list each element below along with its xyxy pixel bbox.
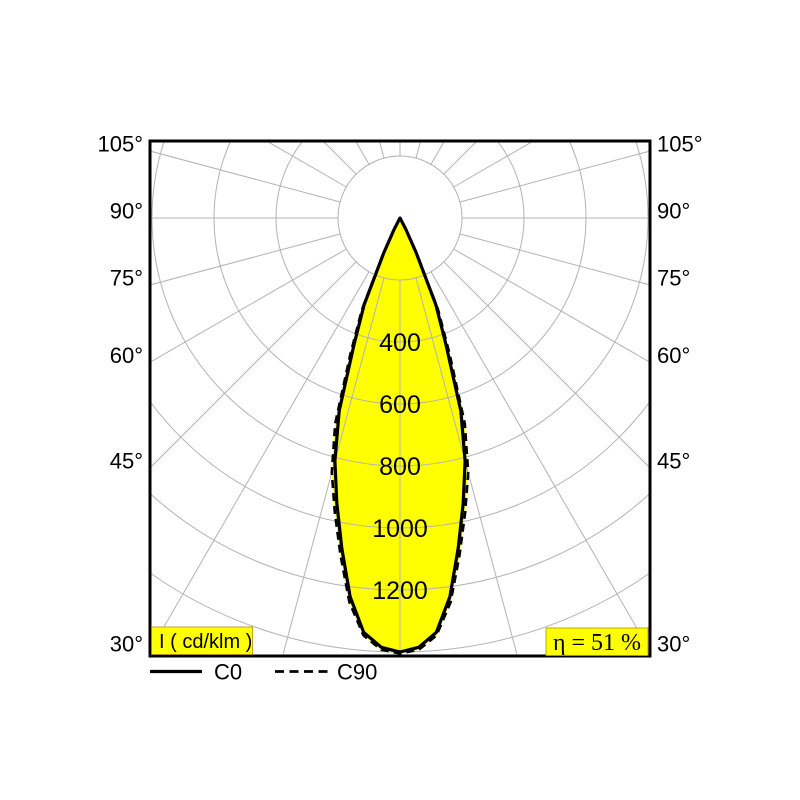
angle-label-right: 75°: [657, 266, 690, 291]
grid-ray: [443, 261, 649, 468]
grid-ray: [453, 142, 532, 188]
grid-ray: [323, 142, 357, 175]
efficiency-label: η = 51 %: [553, 630, 641, 656]
angle-label-left: 105°: [97, 132, 143, 157]
angle-label-right: 90°: [657, 199, 690, 224]
angle-label-right: 30°: [657, 632, 690, 657]
grid-ray: [459, 150, 649, 203]
grid-ray: [443, 142, 477, 175]
angle-label-left: 30°: [110, 632, 143, 657]
legend: C0 C90: [150, 660, 377, 685]
legend-label-c0: C0: [214, 660, 242, 685]
grid-ray: [151, 248, 347, 363]
angle-label-left: 75°: [110, 266, 143, 291]
angle-label-left: 45°: [110, 449, 143, 474]
ring-label: 1000: [372, 515, 428, 543]
beam-curve-layer: [330, 215, 470, 655]
angle-label-right: 45°: [657, 449, 690, 474]
ring-labels: 400 600 800 1000 1200: [372, 329, 428, 605]
angle-labels-left: 30° 45° 60° 75° 90° 105°: [97, 132, 143, 657]
ring-label: 600: [379, 391, 421, 419]
plot-border: [148, 139, 652, 658]
grid-ray: [268, 142, 347, 188]
grid-ray: [453, 248, 649, 363]
beam-curve-c0-solid: [333, 216, 467, 654]
ring-label: 400: [379, 329, 421, 357]
grid-ray: [151, 233, 341, 286]
grid-ray: [415, 277, 518, 655]
grid-ray: [151, 150, 341, 203]
angle-label-right: 105°: [657, 132, 703, 157]
grid-ray: [415, 142, 421, 159]
grid-ray: [430, 271, 649, 650]
grid-ray: [151, 261, 357, 468]
angle-labels-right: 30° 45° 60° 75° 90° 105°: [657, 132, 703, 657]
grid-ray: [379, 142, 385, 159]
ring-label: 800: [379, 453, 421, 481]
efficiency-label-box: η = 51 %: [545, 627, 649, 656]
angle-label-right: 60°: [657, 343, 690, 368]
unit-label-box: I ( cd/klm ): [151, 626, 253, 655]
efficiency-label-background: [545, 627, 649, 656]
ring-label: 1200: [372, 577, 428, 605]
grid-ray: [151, 271, 370, 650]
unit-label: I ( cd/klm ): [159, 631, 252, 653]
legend-label-c90: C90: [337, 660, 377, 685]
grid-ray: [459, 233, 649, 286]
grid-ray: [282, 277, 385, 655]
unit-label-background: [151, 626, 253, 655]
angle-label-left: 60°: [110, 343, 143, 368]
angle-label-left: 90°: [110, 199, 143, 224]
